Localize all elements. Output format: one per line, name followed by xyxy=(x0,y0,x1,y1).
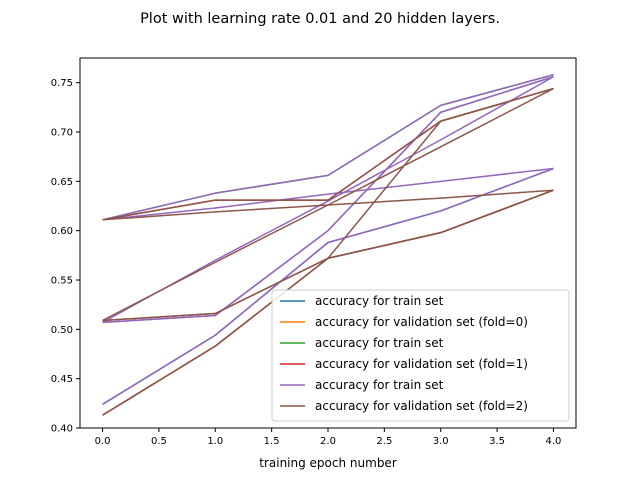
x-tick-label: 0.0 xyxy=(95,436,111,447)
x-tick-label: 0.5 xyxy=(151,436,167,447)
series-line-3 xyxy=(102,74,554,221)
x-axis-label: training epoch number xyxy=(259,456,397,470)
legend-label: accuracy for train set xyxy=(315,336,444,350)
overlay-line-1-1 xyxy=(102,167,554,405)
legend-label: accuracy for validation set (fold=2) xyxy=(315,399,528,413)
legend: accuracy for train set accuracy for valid… xyxy=(271,289,570,422)
overlay-line-1-2 xyxy=(102,74,554,221)
overlay-line-2-6 xyxy=(102,87,554,416)
legend-label: accuracy for validation set (fold=0) xyxy=(315,315,528,329)
legend-box xyxy=(271,289,570,422)
legend-label: accuracy for train set xyxy=(315,294,444,308)
y-tick-label: 0.60 xyxy=(51,226,73,237)
x-tick-label: 3.5 xyxy=(489,436,505,447)
y-tick-label: 0.70 xyxy=(51,128,73,139)
x-tick-label: 2.5 xyxy=(376,436,392,447)
legend-label: accuracy for validation set (fold=1) xyxy=(315,357,528,371)
y-tick-label: 0.40 xyxy=(51,424,73,435)
x-axis: 0.0 0.5 1.0 1.5 2.0 2.5 3.0 3.5 4.0 xyxy=(95,428,562,447)
x-tick-label: 3.0 xyxy=(433,436,449,447)
chart-title: Plot with learning rate 0.01 and 20 hidd… xyxy=(140,11,500,27)
x-tick-label: 1.5 xyxy=(264,436,280,447)
y-tick-label: 0.55 xyxy=(51,276,73,287)
plot-lines xyxy=(102,74,554,416)
x-tick-label: 2.0 xyxy=(320,436,336,447)
y-tick-label: 0.50 xyxy=(51,325,73,336)
y-tick-label: 0.45 xyxy=(51,374,73,385)
overlay-line-1-3 xyxy=(102,76,554,324)
y-tick-label: 0.75 xyxy=(51,78,73,89)
y-axis: 0.40 0.45 0.50 0.55 0.60 0.65 0.70 0.75 xyxy=(51,78,80,435)
x-tick-label: 1.0 xyxy=(207,436,223,447)
overlay-line-2-5 xyxy=(102,87,554,322)
x-tick-label: 4.0 xyxy=(546,436,562,447)
legend-label: accuracy for train set xyxy=(315,378,444,392)
overlay-line-1-4 xyxy=(102,167,554,221)
y-tick-label: 0.65 xyxy=(51,177,73,188)
